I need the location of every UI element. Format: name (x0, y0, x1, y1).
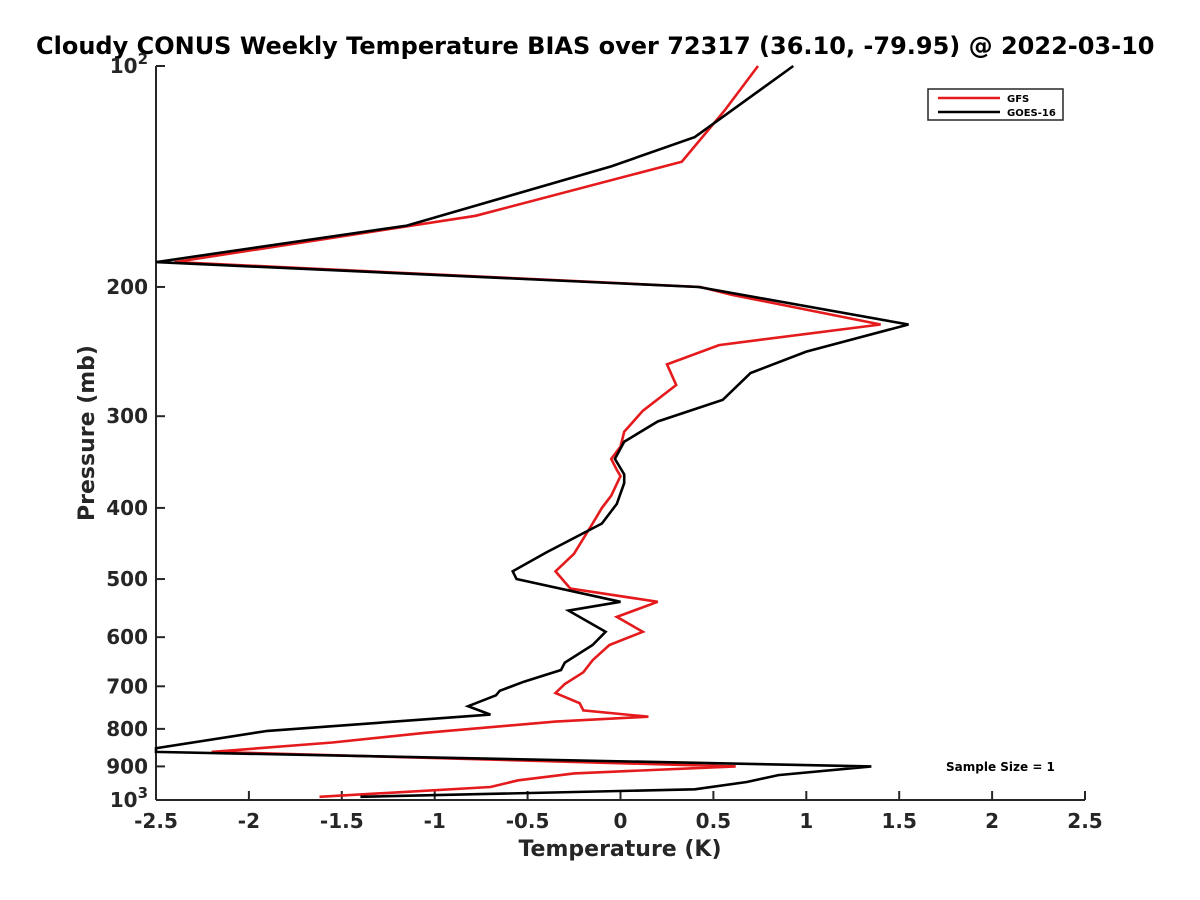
y-tick-label: 500 (106, 567, 148, 591)
y-ticks: 102 200 300 400 500 600 700 800 900 103 (106, 50, 165, 812)
y-tick-label: 103 (110, 784, 148, 812)
legend-label: GFS (1007, 94, 1029, 105)
y-tick-label: 800 (106, 717, 148, 741)
chart-title: Cloudy CONUS Weekly Temperature BIAS ove… (36, 32, 1154, 60)
y-tick-label: 400 (106, 496, 148, 520)
x-axis-label: Temperature (K) (518, 837, 721, 862)
y-tick-label: 200 (106, 275, 148, 299)
x-tick-label: -1.5 (320, 809, 364, 833)
x-tick-label: 1.5 (881, 809, 916, 833)
legend-box (927, 88, 1064, 121)
x-ticks: -2.5 -2 -1.5 -1 -0.5 0 0.5 1 1.5 2 2.5 (134, 791, 1103, 833)
x-tick-label: 2.5 (1067, 809, 1102, 833)
y-tick-label: 700 (106, 674, 148, 698)
y-tick-label: 900 (106, 754, 148, 778)
y-tick-label: 600 (106, 625, 148, 649)
x-tick-label: 2 (985, 809, 999, 833)
series-lines (154, 64, 909, 799)
series-line-gfs (174, 65, 881, 799)
y-axis-label: Pressure (mb) (75, 345, 100, 521)
sample-size-annotation: Sample Size = 1 (946, 760, 1055, 774)
plot-axes (155, 66, 1085, 801)
legend-label: GOES-16 (1007, 108, 1056, 119)
x-tick-label: 1 (799, 809, 813, 833)
x-tick-label: -1 (424, 809, 446, 833)
x-tick-label: 0 (614, 809, 628, 833)
x-tick-label: -0.5 (506, 809, 550, 833)
x-tick-label: -2 (238, 809, 260, 833)
x-tick-label: 0.5 (696, 809, 731, 833)
y-tick-label: 102 (110, 50, 148, 78)
x-tick-label: -2.5 (134, 809, 178, 833)
legend: GFS GOES-16 (927, 88, 1064, 121)
series-line-goes-16 (154, 64, 909, 799)
y-tick-label: 300 (106, 404, 148, 428)
